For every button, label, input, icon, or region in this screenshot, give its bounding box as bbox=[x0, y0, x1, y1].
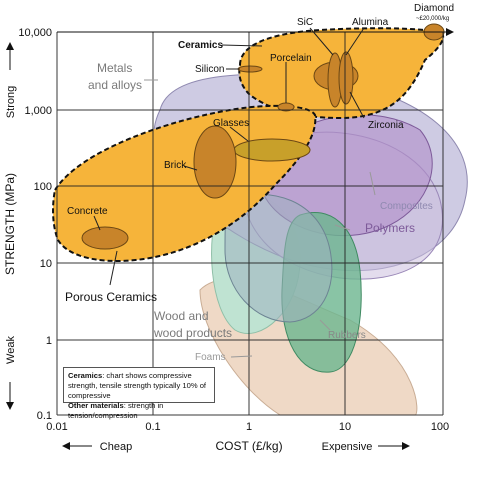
note-other-text: : strength in tension/compression bbox=[68, 401, 164, 420]
x-tick-label: 1 bbox=[246, 421, 252, 433]
label-porcelain: Porcelain bbox=[270, 53, 312, 64]
region-gray-overlap bbox=[224, 193, 333, 323]
label-metals-line1: Metals bbox=[97, 61, 132, 75]
note-other-bold: Other materials bbox=[68, 401, 124, 410]
label-glasses: Glasses bbox=[213, 118, 249, 129]
label-metals-line2: and alloys bbox=[88, 78, 142, 92]
y-tick-label: 0.1 bbox=[37, 410, 52, 422]
y-high-label: Strong bbox=[5, 86, 17, 118]
x-tick-label: 100 bbox=[431, 421, 449, 433]
label-porous-ceramics: Porous Ceramics bbox=[65, 290, 157, 304]
y-tick-label: 100 bbox=[34, 181, 52, 193]
y-tick-label: 1,000 bbox=[24, 105, 52, 117]
leader-lines bbox=[93, 27, 376, 358]
label-zirconia: Zirconia bbox=[368, 120, 404, 131]
label-sic: SiC bbox=[297, 17, 313, 28]
label-silicon: Silicon bbox=[195, 64, 224, 75]
label-diamond-note: ~£20,000/kg bbox=[416, 16, 449, 22]
label-rubbers: Rubbers bbox=[328, 330, 366, 341]
x-axis-title: COST (£/kg) bbox=[215, 439, 282, 453]
ellipse-glasses bbox=[233, 138, 311, 162]
ellipse-concrete bbox=[81, 226, 129, 250]
y-tick-label: 10,000 bbox=[18, 27, 52, 39]
y-tick-label: 1 bbox=[46, 335, 52, 347]
label-foams: Foams bbox=[195, 352, 226, 363]
label-wood-line1: Wood and bbox=[154, 309, 209, 323]
ellipse-alumina bbox=[338, 51, 354, 105]
x-ticks: 0.01 0.1 1 10 100 bbox=[46, 421, 449, 433]
x-tick-label: 0.1 bbox=[145, 421, 160, 433]
y-axis-title: STRENGTH (MPa) bbox=[3, 173, 17, 275]
note-ceramics-bold: Ceramics bbox=[68, 371, 103, 380]
x-high-label: Expensive bbox=[322, 441, 373, 453]
note-line-ceramics: Ceramics: chart shows compressive streng… bbox=[68, 371, 210, 401]
label-ceramics: Ceramics bbox=[178, 40, 223, 51]
label-concrete: Concrete bbox=[67, 206, 108, 217]
note-ceramics-text: : chart shows compressive strength, tens… bbox=[68, 371, 207, 400]
ellipse-brick bbox=[193, 125, 237, 199]
y-ticks: 10,000 1,000 100 10 1 0.1 bbox=[18, 27, 52, 422]
label-polymers: Polymers bbox=[365, 221, 415, 235]
note-line-other: Other materials: strength in tension/com… bbox=[68, 401, 210, 421]
label-brick: Brick bbox=[164, 160, 187, 171]
label-alumina: Alumina bbox=[352, 17, 389, 28]
ellipse-silicon bbox=[237, 65, 263, 73]
x-tick-label: 0.01 bbox=[46, 421, 67, 433]
x-tick-label: 10 bbox=[339, 421, 351, 433]
label-wood-line2: wood products bbox=[153, 326, 232, 340]
y-low-label: Weak bbox=[5, 336, 17, 364]
y-tick-label: 10 bbox=[40, 258, 52, 270]
label-diamond: Diamond bbox=[414, 3, 454, 14]
label-composites: Composites bbox=[380, 201, 433, 212]
legend-note: Ceramics: chart shows compressive streng… bbox=[63, 367, 215, 420]
x-low-label: Cheap bbox=[100, 441, 132, 453]
